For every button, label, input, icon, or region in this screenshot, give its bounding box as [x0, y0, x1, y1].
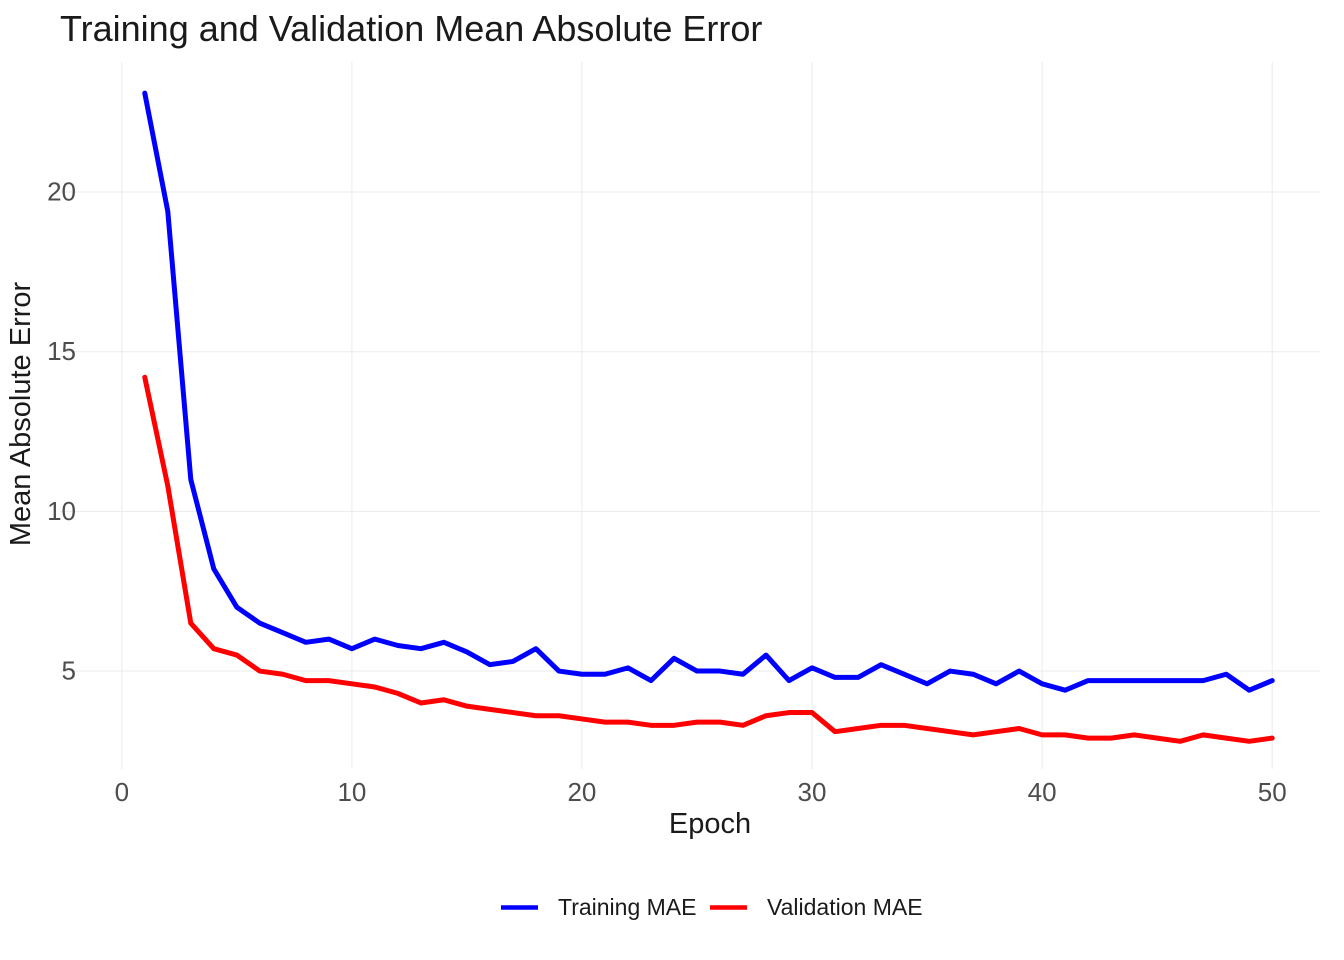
svg-text:15: 15 — [47, 336, 76, 366]
svg-text:Epoch: Epoch — [669, 808, 751, 840]
svg-text:20: 20 — [47, 177, 76, 207]
svg-text:5: 5 — [62, 656, 76, 686]
svg-text:Training MAE: Training MAE — [558, 894, 696, 920]
svg-text:10: 10 — [337, 777, 366, 807]
svg-text:Mean Absolute Error: Mean Absolute Error — [5, 281, 37, 546]
svg-text:10: 10 — [47, 496, 76, 526]
svg-text:50: 50 — [1258, 777, 1287, 807]
svg-text:20: 20 — [567, 777, 596, 807]
svg-text:30: 30 — [798, 777, 827, 807]
svg-text:Validation MAE: Validation MAE — [767, 894, 923, 920]
svg-text:0: 0 — [115, 777, 129, 807]
svg-text:40: 40 — [1028, 777, 1057, 807]
